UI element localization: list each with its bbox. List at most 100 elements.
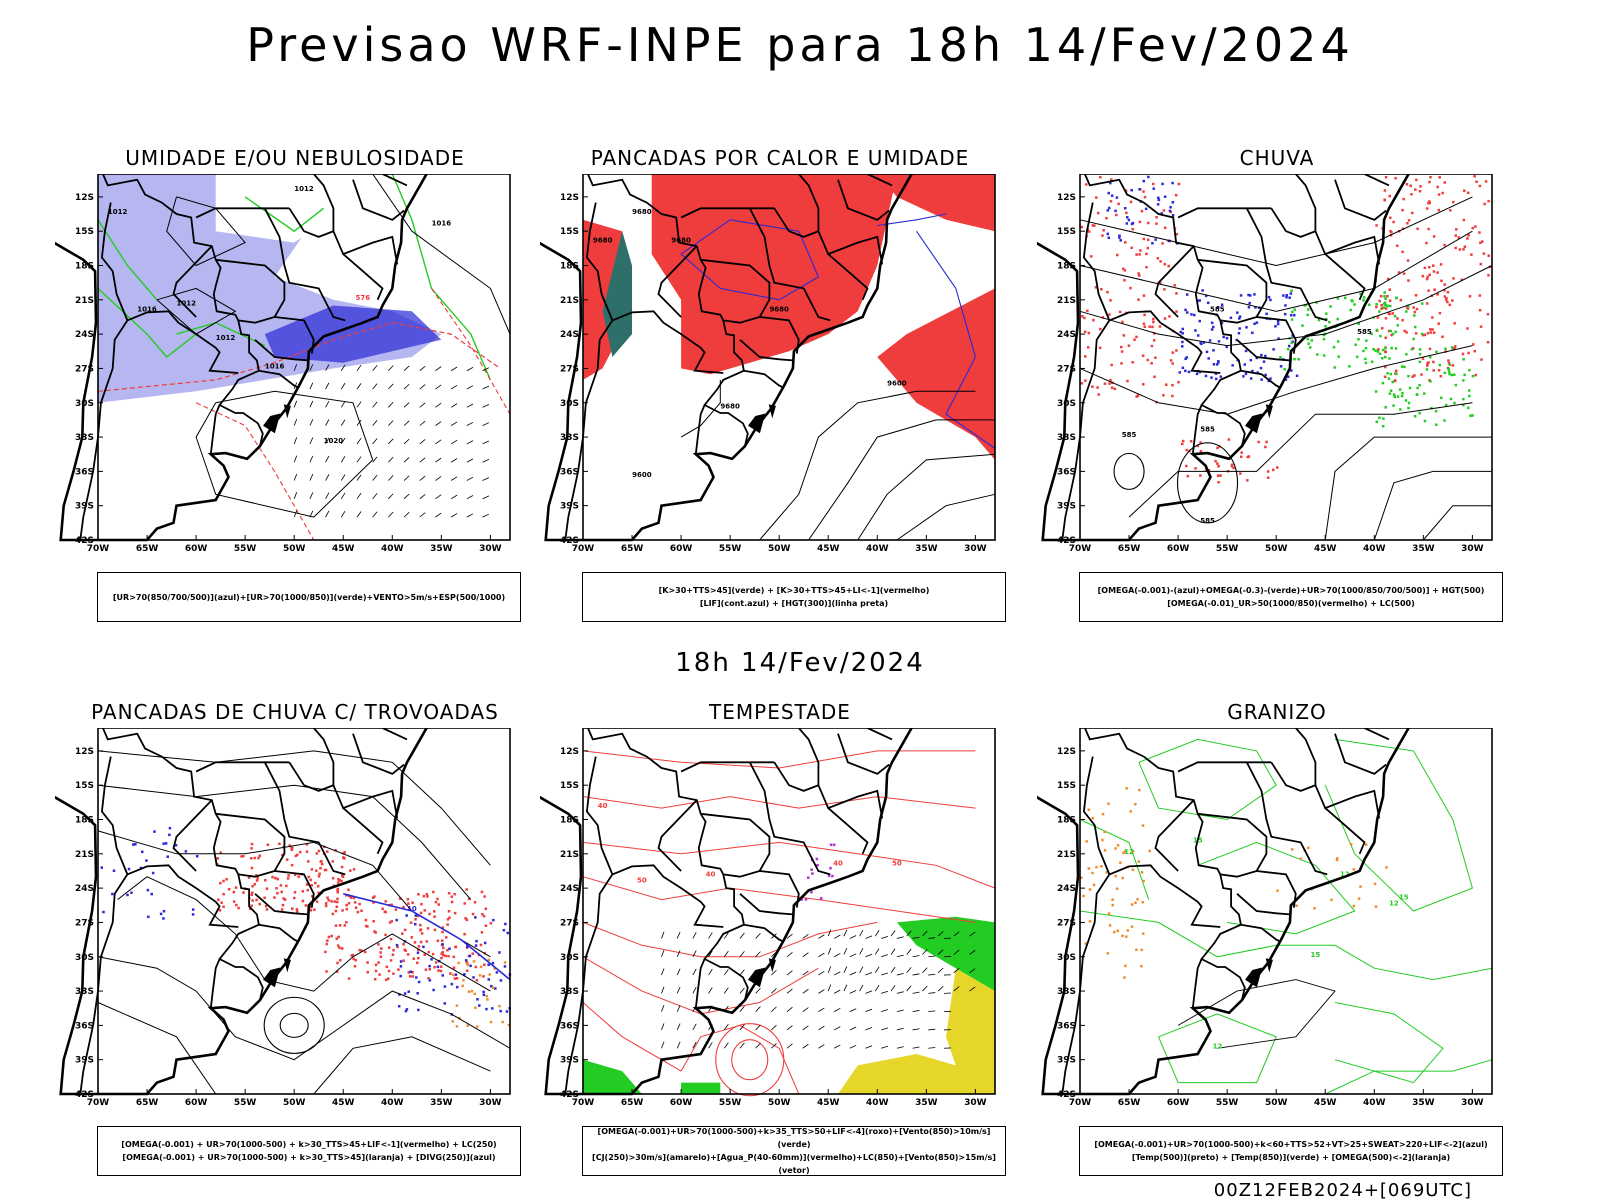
- shaded-cell: [419, 924, 422, 927]
- shaded-cell: [380, 955, 383, 958]
- shaded-cell: [456, 1004, 459, 1007]
- shaded-cell: [1444, 181, 1447, 184]
- shaded-cell: [488, 973, 491, 976]
- shaded-cell: [1429, 380, 1432, 383]
- shaded-cell: [1194, 329, 1197, 332]
- shaded-cell: [1276, 889, 1279, 892]
- shaded-cell: [1279, 356, 1282, 359]
- shaded-cell: [1140, 965, 1143, 968]
- shaded-cell: [412, 957, 415, 960]
- shaded-cell: [1100, 288, 1103, 291]
- shaded-cell: [1139, 249, 1142, 252]
- lat-tick-label: 24S: [1057, 330, 1076, 340]
- shaded-cell: [240, 855, 243, 858]
- shaded-cell: [441, 951, 444, 954]
- shaded-cell: [483, 915, 486, 918]
- shaded-cell: [314, 882, 317, 885]
- legend-line: [Temp(500)](preto) + [Temp(850)](verde) …: [1080, 1151, 1502, 1164]
- shaded-cell: [1407, 307, 1410, 310]
- shaded-cell: [274, 877, 277, 880]
- shaded-cell: [1119, 861, 1122, 864]
- shaded-cell: [469, 965, 472, 968]
- shaded-cell: [448, 892, 451, 895]
- lon-tick-label: 70W: [87, 1098, 110, 1108]
- shaded-cell: [350, 896, 353, 899]
- shaded-cell: [233, 891, 236, 894]
- lon-tick-label: 45W: [1314, 1098, 1337, 1108]
- shaded-cell: [1418, 384, 1421, 387]
- map-background: [583, 728, 995, 1094]
- shaded-cell: [1161, 242, 1164, 245]
- shaded-cell: [1081, 226, 1084, 229]
- shaded-cell: [1449, 304, 1452, 307]
- shaded-cell: [1120, 346, 1123, 349]
- shaded-cell: [225, 878, 228, 881]
- shaded-cell: [254, 883, 257, 886]
- shaded-cell: [1384, 347, 1387, 350]
- shaded-cell: [1101, 839, 1104, 842]
- shaded-cell: [1389, 392, 1392, 395]
- lat-tick-label: 12S: [560, 193, 579, 203]
- shaded-cell: [219, 882, 222, 885]
- shaded-cell: [1388, 377, 1391, 380]
- shaded-cell: [432, 953, 435, 956]
- shaded-cell: [1264, 446, 1267, 449]
- shaded-cell: [111, 893, 114, 896]
- shaded-cell: [1222, 336, 1225, 339]
- legend-line: [OMEGA(-0.01)_UR>50(1000/850)(vermelho) …: [1080, 597, 1502, 610]
- shaded-cell: [412, 975, 415, 978]
- shaded-cell: [1265, 441, 1268, 444]
- panel-title: UMIDADE E/OU NEBULOSIDADE: [55, 146, 535, 170]
- shaded-cell: [421, 932, 424, 935]
- shaded-cell: [1423, 392, 1426, 395]
- shaded-cell: [435, 961, 438, 964]
- shaded-cell: [462, 979, 465, 982]
- shaded-cell: [1116, 930, 1119, 933]
- shaded-cell: [166, 855, 169, 858]
- shaded-cell: [1111, 194, 1114, 197]
- lat-tick-label: 30S: [75, 399, 94, 409]
- shaded-cell: [1438, 209, 1441, 212]
- shaded-cell: [219, 909, 222, 912]
- shaded-cell: [1378, 417, 1381, 420]
- lat-tick-label: 39S: [75, 502, 94, 512]
- shaded-cell: [1272, 469, 1275, 472]
- shaded-cell: [1446, 301, 1449, 304]
- lat-tick-label: 24S: [560, 330, 579, 340]
- contour-label: 12: [1124, 848, 1134, 856]
- shaded-cell: [1427, 332, 1430, 335]
- shaded-cell: [1459, 248, 1462, 251]
- shaded-cell: [436, 898, 439, 901]
- contour-label: 1012: [108, 208, 128, 216]
- shaded-cell: [1430, 331, 1433, 334]
- shaded-cell: [1154, 238, 1157, 241]
- lon-tick-label: 55W: [1216, 544, 1239, 554]
- shaded-cell: [285, 885, 288, 888]
- shaded-cell: [1107, 209, 1110, 212]
- shaded-cell: [379, 951, 382, 954]
- shaded-cell: [324, 951, 327, 954]
- shaded-cell: [1134, 803, 1137, 806]
- shaded-cell: [1483, 252, 1486, 255]
- shaded-cell: [1389, 288, 1392, 291]
- shaded-cell: [337, 944, 340, 947]
- shaded-cell: [1138, 253, 1141, 256]
- panel-title: GRANIZO: [1037, 700, 1517, 724]
- shaded-cell: [1420, 373, 1423, 376]
- shaded-cell: [447, 955, 450, 958]
- lat-tick-label: 18S: [560, 816, 579, 826]
- shaded-cell: [336, 901, 339, 904]
- lon-tick-label: 30W: [479, 1098, 502, 1108]
- shaded-cell: [414, 918, 417, 921]
- shaded-cell: [1409, 185, 1412, 188]
- shaded-cell: [1383, 306, 1386, 309]
- shaded-cell: [364, 951, 367, 954]
- shaded-cell: [1358, 897, 1361, 900]
- lon-tick-label: 35W: [1412, 1098, 1435, 1108]
- shaded-cell: [1438, 176, 1441, 179]
- shaded-cell: [282, 897, 285, 900]
- shaded-cell: [1337, 340, 1340, 343]
- shaded-cell: [416, 992, 419, 995]
- shaded-cell: [407, 953, 410, 956]
- shaded-cell: [1290, 292, 1293, 295]
